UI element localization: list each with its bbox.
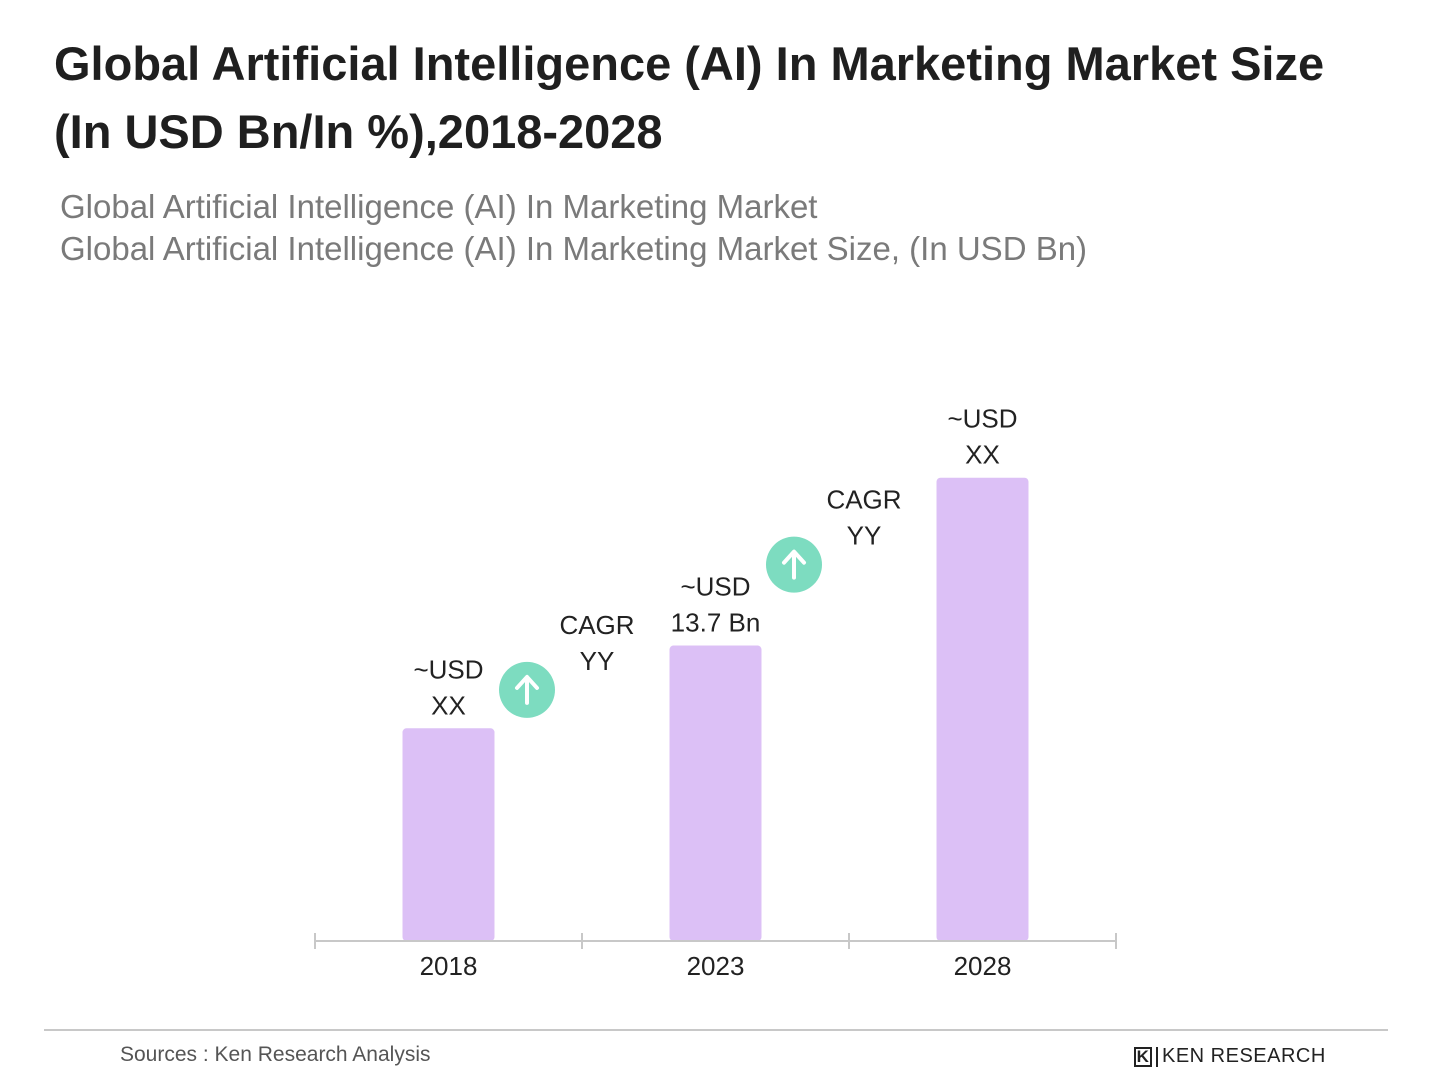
bars-layer (402, 477, 1029, 941)
chart-subtitle-size: Global Artificial Intelligence (AI) In M… (60, 230, 1088, 267)
ken-research-logo: K KEN RESEARCH (1134, 1045, 1326, 1068)
x-tick-label-2018: 2018 (420, 951, 478, 981)
x-tick-label-2023: 2023 (687, 951, 745, 981)
bar-2023 (669, 645, 762, 941)
cagr-label-2-line-2: YY (847, 521, 882, 551)
data-label-2028-line-1: ~USD (947, 404, 1017, 434)
cagr-annotations-layer: CAGR YY CAGR YY (499, 485, 902, 718)
data-label-2018-line-1: ~USD (413, 654, 483, 684)
brand-name: KEN RESEARCH (1162, 1045, 1326, 1067)
data-labels-layer: ~USD XX ~USD 13.7 Bn ~USD XX (413, 404, 1017, 721)
bar-chart: 2018 2023 2028 ~USD XX ~USD 13.7 Bn ~USD XX CAG… (314, 404, 1117, 981)
chart-title: Global Artificial Intelligence (AI) In M… (54, 37, 1325, 158)
cagr-label-1-line-2: YY (580, 646, 615, 676)
arrow-head (515, 674, 539, 690)
ken-research-mark: K (1134, 1046, 1152, 1067)
x-tick-label-2028: 2028 (954, 951, 1012, 981)
bar-2028 (936, 477, 1029, 941)
arrow-up-circle-icon (499, 661, 555, 718)
arrow-up-circle-icon (766, 536, 822, 593)
chart-subtitle-market: Global Artificial Intelligence (AI) In M… (60, 188, 818, 225)
bar-2018 (402, 728, 495, 941)
cagr-label-2-line-1: CAGR (826, 485, 901, 515)
data-label-2028-line-2: XX (965, 440, 1000, 470)
footer-divider (44, 1029, 1388, 1031)
logo-separator (1156, 1046, 1158, 1067)
data-label-2018-line-2: XX (431, 690, 466, 720)
data-label-2023-line-2: 13.7 Bn (671, 608, 761, 638)
source-note: Sources : Ken Research Analysis (120, 1043, 431, 1066)
arrow-head (782, 549, 806, 565)
cagr-label-1-line-1: CAGR (559, 610, 634, 640)
data-label-2023-line-1: ~USD (680, 572, 750, 602)
x-axis: 2018 2023 2028 (314, 933, 1117, 981)
